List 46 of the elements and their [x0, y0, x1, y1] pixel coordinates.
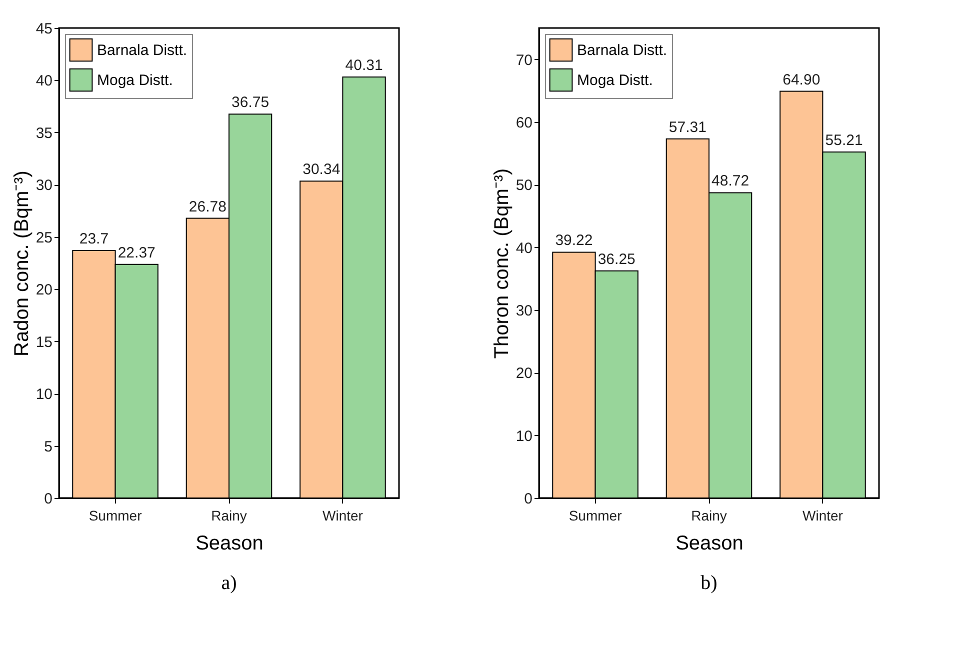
- y-tick-label: 40: [36, 72, 52, 90]
- y-tick-label: 45: [36, 20, 52, 38]
- text: a): [221, 572, 237, 594]
- data-label: 23.7: [79, 230, 109, 248]
- y-tick-label: 70: [516, 52, 532, 69]
- x-tick-label: Summer: [568, 508, 622, 524]
- y-axis-title: Thoron conc. (Bqm⁻³): [490, 168, 513, 359]
- legend-label: Moga Distt.: [577, 72, 653, 89]
- y-tick-label: 0: [44, 490, 52, 508]
- y-tick-label: 20: [516, 365, 532, 382]
- x-tick-label: Rainy: [211, 508, 247, 524]
- y-tick-label: 20: [36, 282, 52, 299]
- y-tick-label: 50: [516, 177, 532, 194]
- data-label: 36.75: [232, 94, 270, 112]
- legend-label: Barnala Distt.: [577, 42, 668, 59]
- data-label: 26.78: [188, 198, 226, 216]
- x-axis-title: Season: [676, 532, 744, 554]
- x-axis-title: Season: [196, 532, 264, 554]
- data-label: 48.72: [712, 172, 750, 190]
- y-axis-title: Radon conc. (Bqm⁻³): [10, 170, 33, 356]
- y-tick-label: 30: [36, 177, 52, 194]
- legend-label: Moga Distt.: [97, 72, 173, 89]
- data-label: 64.90: [782, 71, 820, 88]
- data-label: 57.31: [668, 118, 706, 136]
- y-tick-label: 25: [36, 229, 52, 246]
- data-label: 36.25: [598, 250, 636, 268]
- x-tick-label: Winter: [322, 508, 364, 524]
- y-tick-label: 5: [44, 438, 52, 456]
- y-tick-label: 60: [516, 114, 532, 132]
- data-label: 30.34: [302, 161, 340, 178]
- x-tick-label: Winter: [802, 508, 844, 524]
- y-tick-label: 15: [36, 334, 52, 351]
- text: b): [700, 572, 718, 594]
- data-label: 55.21: [825, 132, 863, 150]
- y-tick-label: 35: [36, 124, 52, 142]
- y-tick-label: 10: [516, 428, 532, 445]
- y-tick-label: 40: [516, 240, 532, 257]
- data-label: 22.37: [118, 244, 156, 262]
- x-tick-label: Rainy: [691, 508, 727, 524]
- data-label: 39.22: [555, 232, 593, 250]
- data-label: 40.31: [345, 56, 383, 74]
- x-tick-label: Summer: [88, 508, 142, 524]
- legend-label: Barnala Distt.: [97, 42, 188, 59]
- y-tick-label: 10: [36, 386, 52, 404]
- y-tick-label: 0: [524, 490, 532, 508]
- y-tick-label: 30: [516, 302, 532, 320]
